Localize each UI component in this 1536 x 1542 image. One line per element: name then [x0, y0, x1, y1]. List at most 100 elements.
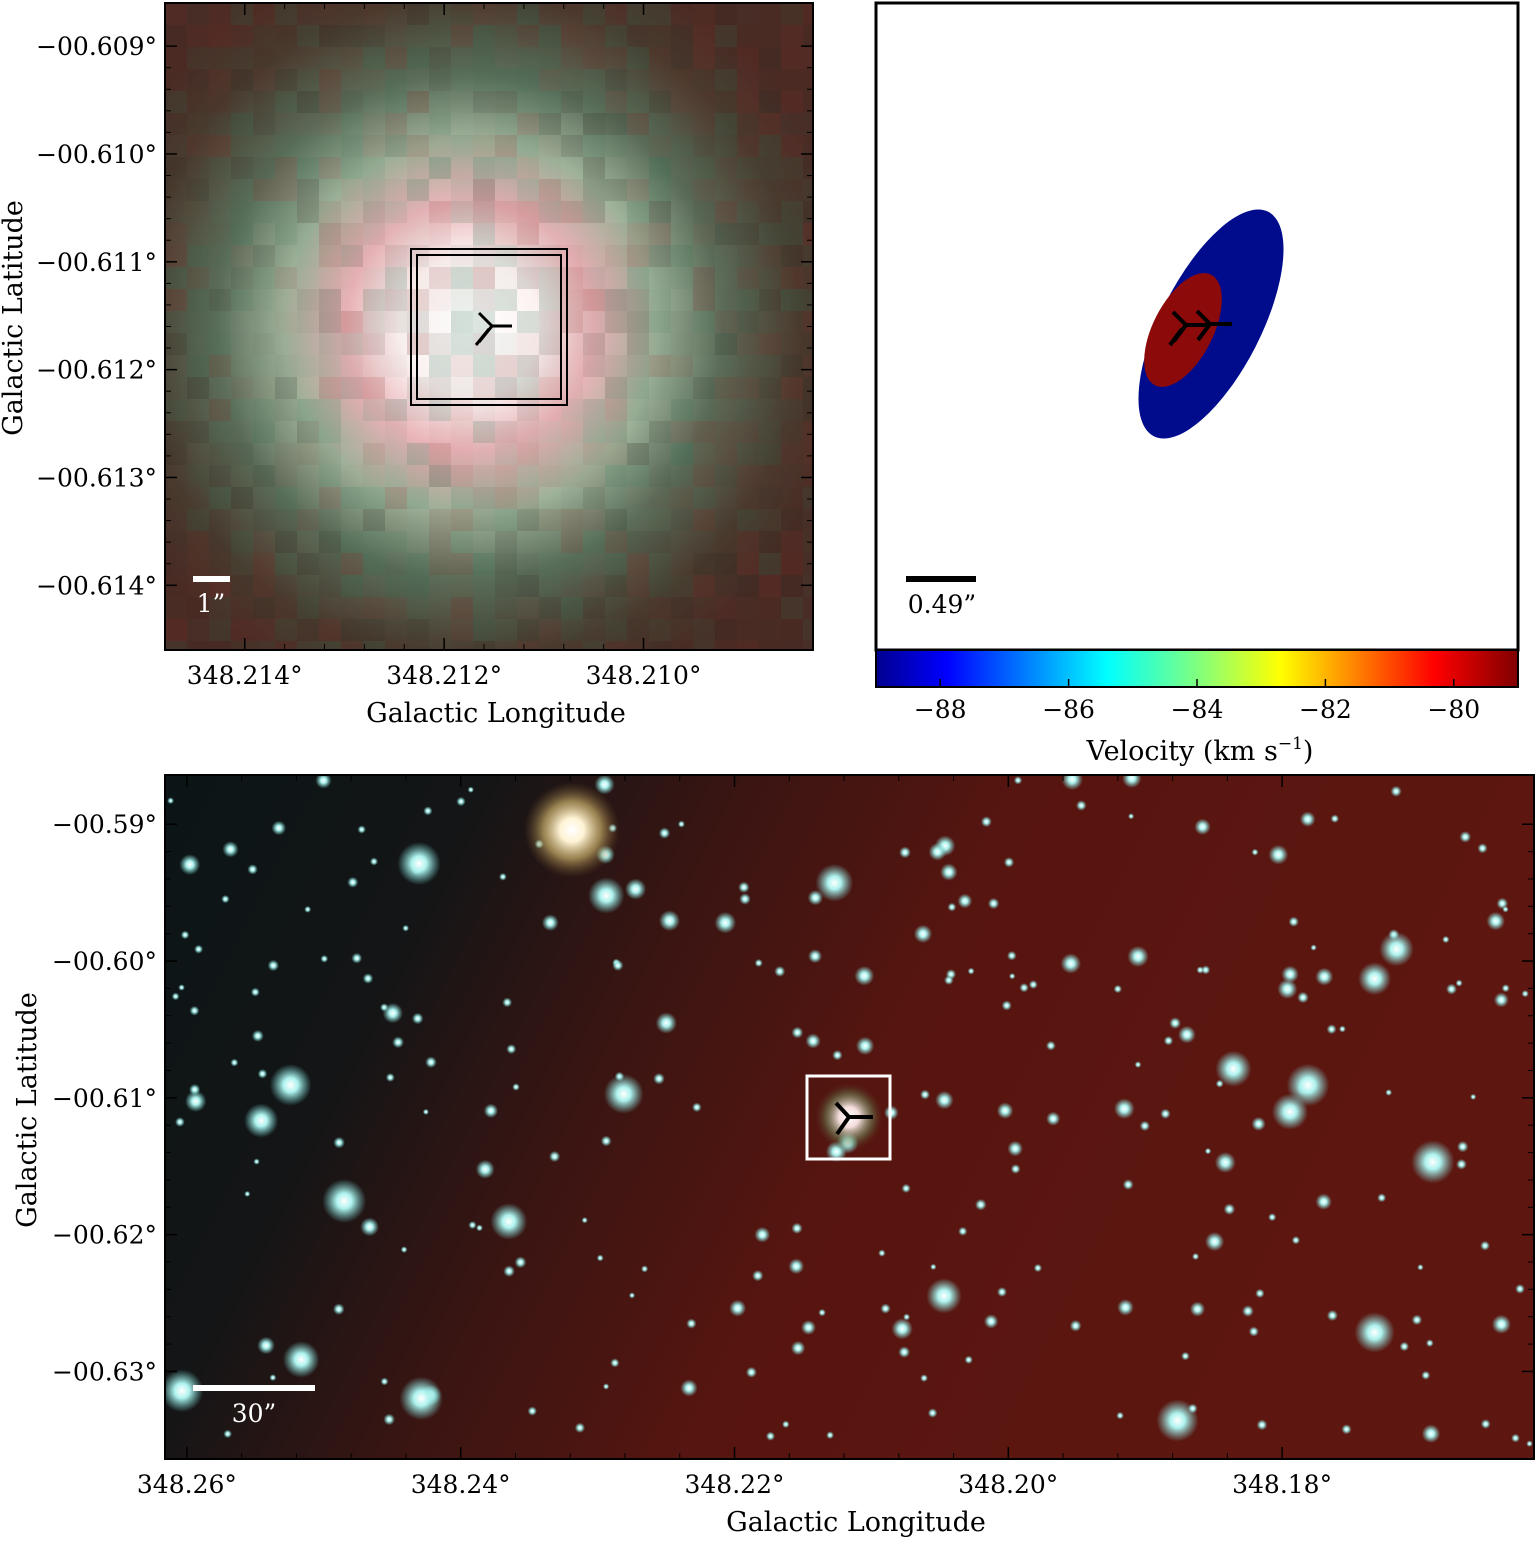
image-pixel — [187, 157, 209, 179]
image-pixel — [539, 47, 561, 69]
star — [967, 967, 975, 975]
image-pixel — [583, 619, 605, 641]
image-pixel — [385, 465, 407, 487]
image-pixel — [627, 641, 649, 663]
image-pixel — [803, 641, 813, 650]
image-pixel — [671, 25, 693, 47]
star — [1215, 1050, 1252, 1087]
image-pixel — [275, 509, 297, 531]
image-pixel — [517, 267, 539, 289]
zoom-image-panel: 1” 348.214° 348.212° 348.210° −00.609° −00.6… — [0, 2, 814, 729]
image-pixel — [671, 91, 693, 113]
image-pixel — [561, 377, 583, 399]
image-pixel — [627, 399, 649, 421]
image-pixel — [165, 399, 187, 421]
star — [304, 905, 312, 913]
ticks: 348.214° 348.212° 348.210° −00.609° −00.610°… — [36, 3, 813, 690]
image-pixel — [385, 377, 407, 399]
star — [603, 1074, 644, 1114]
image-pixel — [495, 399, 517, 421]
image-pixel — [253, 355, 275, 377]
star — [360, 1217, 379, 1237]
image-pixel — [187, 3, 209, 25]
image-pixel — [605, 509, 627, 531]
image-pixel — [385, 641, 407, 663]
y-tick-label: −00.62° — [52, 1221, 157, 1250]
y-tick-label: −00.60° — [52, 947, 157, 976]
image-pixel — [275, 355, 297, 377]
image-pixel — [627, 91, 649, 113]
image-pixel — [737, 597, 759, 619]
source-box-outer — [410, 248, 568, 406]
image-pixel — [209, 69, 231, 91]
image-pixel — [693, 91, 715, 113]
image-pixel — [583, 487, 605, 509]
star — [1116, 1411, 1124, 1420]
star — [1060, 953, 1082, 974]
image-pixel — [737, 69, 759, 91]
image-pixel — [341, 223, 363, 245]
image-pixel — [737, 113, 759, 135]
image-pixel — [759, 289, 781, 311]
image-pixel — [649, 223, 671, 245]
image-pixel — [517, 289, 539, 311]
image-pixel — [451, 201, 473, 223]
star — [957, 893, 973, 909]
image-pixel — [517, 47, 539, 69]
star — [745, 1366, 757, 1378]
image-pixel — [187, 267, 209, 289]
star — [506, 1044, 517, 1055]
image-pixel — [209, 553, 231, 575]
star — [315, 775, 332, 789]
image-pixel — [407, 179, 429, 201]
image-pixel — [649, 91, 671, 113]
image-pixel — [693, 597, 715, 619]
star — [774, 965, 786, 977]
image-pixel — [473, 289, 495, 311]
image-pixel — [451, 355, 473, 377]
image-pixel — [649, 135, 671, 157]
image-pixel — [341, 289, 363, 311]
image-pixel — [561, 47, 583, 69]
image-pixel — [187, 619, 209, 641]
star — [790, 1340, 806, 1356]
image-pixel — [583, 135, 605, 157]
image-pixel — [187, 201, 209, 223]
star — [658, 827, 671, 839]
image-pixel — [781, 135, 803, 157]
image-pixel — [781, 289, 803, 311]
star — [926, 1278, 962, 1314]
image-pixel — [583, 597, 605, 619]
image-pixel — [627, 267, 649, 289]
image-pixel — [231, 377, 253, 399]
image-pixel — [165, 641, 187, 650]
image-pixel — [473, 487, 495, 509]
image-pixel — [231, 443, 253, 465]
star — [655, 1012, 677, 1034]
image-pixel — [429, 135, 451, 157]
star — [247, 864, 258, 875]
image-pixel — [385, 619, 407, 641]
image-pixel — [495, 575, 517, 597]
image-pixel — [341, 509, 363, 531]
image-pixel — [429, 201, 451, 223]
source-marker-icon — [834, 1101, 873, 1136]
image-pixel — [737, 421, 759, 443]
star — [1134, 1061, 1142, 1068]
image-pixel — [605, 267, 627, 289]
image-pixel — [297, 399, 319, 421]
star — [385, 1073, 395, 1082]
image-pixel — [803, 333, 813, 355]
image-pixel — [275, 91, 297, 113]
image-pixel — [297, 553, 319, 575]
colorbar-tick-label: −84 — [1171, 695, 1224, 724]
star — [1326, 1024, 1337, 1035]
star — [1486, 911, 1505, 931]
star — [808, 949, 823, 964]
star — [1354, 1312, 1395, 1353]
image-pixel — [759, 223, 781, 245]
image-pixel — [517, 531, 539, 553]
image-pixel — [319, 399, 341, 421]
star — [1299, 811, 1316, 827]
star — [1019, 983, 1029, 993]
